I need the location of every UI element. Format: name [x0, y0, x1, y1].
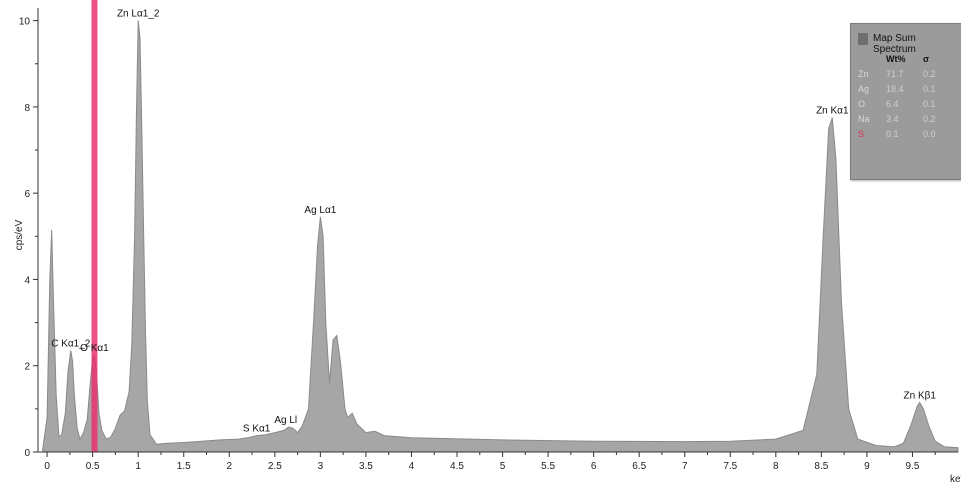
- x-tick-label: 3.5: [359, 461, 373, 472]
- x-tick-label: 7.5: [723, 461, 737, 472]
- x-tick-label: 4: [409, 461, 415, 472]
- x-tick-label: 1: [135, 461, 141, 472]
- x-tick-label: 2: [227, 461, 233, 472]
- y-tick-label: 8: [24, 103, 30, 114]
- x-tick-label: 8: [773, 461, 779, 472]
- legend-wt-value: 0.1: [886, 129, 899, 139]
- x-tick-label: 6: [591, 461, 597, 472]
- legend-sigma-value: 0.0: [923, 129, 936, 139]
- x-tick-label: 7: [682, 461, 688, 472]
- x-tick-label: 8.5: [814, 461, 828, 472]
- legend-row: S 0.1 0.0: [851, 129, 961, 143]
- x-tick-label: 3: [318, 461, 324, 472]
- legend-sigma-value: 0.1: [923, 99, 936, 109]
- y-tick-label: 10: [19, 17, 31, 28]
- x-tick-label: 4.5: [450, 461, 464, 472]
- legend-element: S: [858, 129, 865, 139]
- y-tick-label: 4: [24, 275, 30, 286]
- peak-label: Ag Ll: [274, 415, 297, 426]
- legend-element: Ag: [858, 84, 870, 94]
- energy-marker[interactable]: [91, 0, 98, 452]
- x-tick-label: 5: [500, 461, 506, 472]
- peak-label: Zn Lα1_2: [117, 9, 160, 20]
- y-tick-label: 0: [24, 448, 30, 459]
- legend-wt-value: 3.4: [886, 114, 899, 124]
- marker-layer: [91, 0, 98, 452]
- y-tick-label: 2: [24, 362, 30, 373]
- peak-label: Zn Kα1: [816, 106, 849, 117]
- peak-label: O Kα1: [80, 343, 109, 354]
- legend-panel[interactable]: Map Sum Spectrum Wt% σ Zn 71.7 0.2 Ag 18.4 0.…: [850, 23, 961, 180]
- legend-header-sigma: σ: [923, 54, 930, 64]
- x-tick-label: 9.5: [906, 461, 920, 472]
- legend-wt-value: 6.4: [886, 99, 899, 109]
- legend-wt-value: 71.7: [886, 69, 904, 79]
- legend-header-wt: Wt%: [886, 54, 906, 64]
- legend-sigma-value: 0.2: [923, 114, 936, 124]
- x-tick-label: 2.5: [268, 461, 282, 472]
- peak-label: S Kα1: [243, 424, 271, 435]
- x-tick-label: 5.5: [541, 461, 555, 472]
- x-axis-title: keV: [950, 474, 961, 485]
- legend-row: Na 3.4 0.2: [851, 114, 961, 128]
- peak-label: Zn Kβ1: [904, 390, 937, 401]
- x-tick-label: 9: [864, 461, 870, 472]
- legend-title: Map Sum Spectrum: [873, 33, 916, 55]
- y-axis-title: cps/eV: [14, 219, 25, 250]
- legend-row: Zn 71.7 0.2: [851, 69, 961, 83]
- legend-element: O: [858, 99, 866, 109]
- legend-row: O 6.4 0.1: [851, 99, 961, 113]
- plot-area: [42, 20, 959, 453]
- legend-sigma-value: 0.2: [923, 69, 936, 79]
- legend-element: Na: [858, 114, 870, 124]
- axes: 0 0.5 1 1.5 2 2.5 3 3.5 4 4.5 5 5.5 6 6.5 7 7.5 8 8.5 9 9.5…: [19, 8, 958, 472]
- legend-sigma-value: 0.1: [923, 84, 936, 94]
- peak-label: C Kα1_2: [51, 339, 91, 350]
- legend-wt-value: 18.4: [886, 84, 904, 94]
- x-tick-label: 0.5: [86, 461, 100, 472]
- x-tick-label: 0: [44, 461, 50, 472]
- spectrum-area: [42, 20, 959, 453]
- y-tick-label: 6: [24, 189, 30, 200]
- legend-row: Ag 18.4 0.1: [851, 84, 961, 98]
- peak-label: Ag Lα1: [304, 205, 336, 216]
- legend-swatch: [858, 33, 868, 45]
- legend-element: Zn: [858, 69, 869, 79]
- x-tick-label: 6.5: [632, 461, 646, 472]
- x-tick-label: 1.5: [177, 461, 191, 472]
